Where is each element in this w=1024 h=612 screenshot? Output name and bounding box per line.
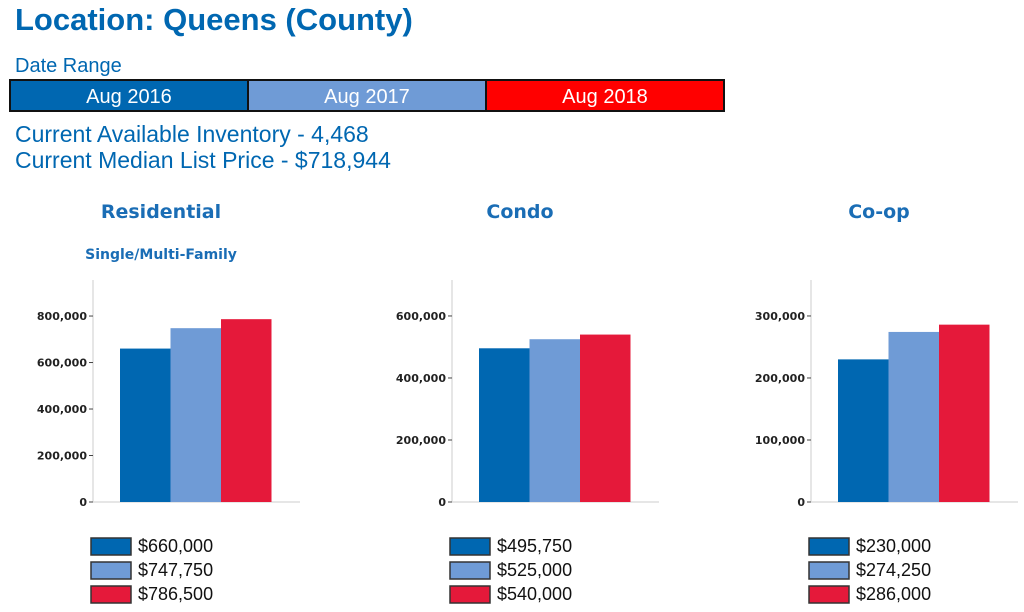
legend-label: $525,000 — [497, 560, 572, 580]
y-tick-label: 600,000 — [37, 357, 87, 370]
legend-swatch — [449, 585, 491, 604]
date-range-aug-2016[interactable]: Aug 2016 — [11, 81, 247, 110]
legend-label: $286,000 — [856, 584, 931, 604]
bar-aug-2018 — [221, 319, 272, 502]
inventory-stat: Current Available Inventory - 4,468 — [15, 121, 369, 147]
page-title: Location: Queens (County) — [15, 2, 413, 37]
y-tick-label: 100,000 — [755, 434, 805, 447]
date-range-selector: Aug 2016 Aug 2017 Aug 2018 — [9, 79, 725, 112]
legend-label: $660,000 — [138, 536, 213, 556]
bar-aug-2017 — [529, 339, 580, 502]
legend-label: $747,750 — [138, 560, 213, 580]
y-tick-label: 200,000 — [37, 450, 87, 463]
y-tick-label: 600,000 — [396, 310, 446, 323]
chart-title: Condo — [486, 201, 553, 223]
chart-subtitle: Single/Multi-Family — [85, 247, 237, 263]
chart-condo: Condo 0 200,000 400,000 600,000 $495,750 $525,… — [396, 201, 659, 604]
legend-swatch — [90, 561, 132, 580]
legend-label: $786,500 — [138, 584, 213, 604]
bar-aug-2018 — [939, 324, 990, 502]
legend-swatch — [808, 537, 850, 556]
y-tick-label: 400,000 — [37, 403, 87, 416]
date-range-aug-2018[interactable]: Aug 2018 — [485, 81, 723, 110]
bar-aug-2017 — [888, 331, 939, 502]
chart-title: Co-op — [848, 201, 910, 223]
y-tick-label: 800,000 — [37, 310, 87, 323]
y-tick-label: 0 — [797, 496, 805, 509]
legend-swatch — [808, 585, 850, 604]
chart-residential: Residential Single/Multi-Family 0 200,000 40… — [37, 201, 300, 604]
legend-swatch — [90, 585, 132, 604]
bar-aug-2018 — [580, 334, 631, 502]
date-range-label: Date Range — [15, 55, 122, 77]
legend-swatch — [808, 561, 850, 580]
bar-aug-2016 — [838, 359, 889, 502]
bar-aug-2017 — [170, 328, 221, 502]
legend-label: $274,250 — [856, 560, 931, 580]
legend-label: $230,000 — [856, 536, 931, 556]
bar-aug-2016 — [120, 348, 171, 502]
y-tick-label: 200,000 — [755, 372, 805, 385]
y-tick-label: 0 — [438, 496, 446, 509]
legend-label: $495,750 — [497, 536, 572, 556]
y-tick-label: 300,000 — [755, 310, 805, 323]
bar-aug-2016 — [479, 348, 530, 502]
legend-swatch — [90, 537, 132, 556]
legend-label: $540,000 — [497, 584, 572, 604]
chart-title: Residential — [101, 201, 221, 223]
y-tick-label: 200,000 — [396, 434, 446, 447]
date-range-aug-2017[interactable]: Aug 2017 — [247, 81, 485, 110]
legend-swatch — [449, 561, 491, 580]
chart-coop: Co-op 0 100,000 200,000 300,000 $230,000 $274,… — [755, 201, 1018, 604]
median-price-stat: Current Median List Price - $718,944 — [15, 147, 391, 173]
y-tick-label: 400,000 — [396, 372, 446, 385]
legend-swatch — [449, 537, 491, 556]
y-tick-label: 0 — [79, 496, 87, 509]
